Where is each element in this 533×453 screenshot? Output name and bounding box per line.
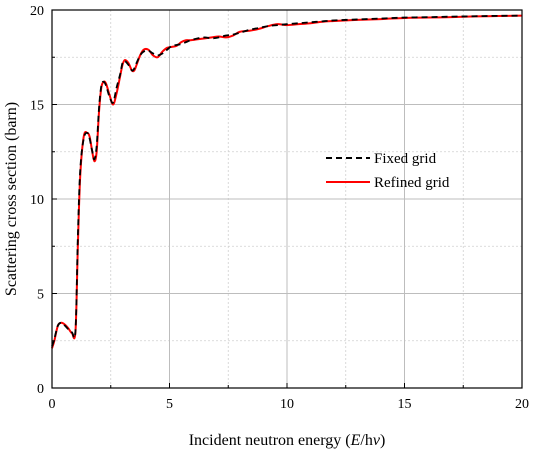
x-tick-label: 20 bbox=[515, 397, 529, 412]
x-axis-title: Incident neutron energy (E/hν) bbox=[189, 432, 386, 449]
x-axis-title-part: Incident neutron energy ( bbox=[189, 432, 351, 449]
y-tick-label: 20 bbox=[30, 4, 44, 19]
x-axis-title-part: ) bbox=[380, 432, 385, 449]
y-tick-label: 15 bbox=[30, 99, 44, 114]
x-tick-label: 0 bbox=[49, 397, 56, 412]
tick-labels: 0 5 10 15 20 0 5 10 15 20 bbox=[30, 4, 529, 412]
major-gridlines bbox=[52, 10, 522, 388]
y-axis-title: Scattering cross section (barn) bbox=[3, 102, 20, 296]
y-tick-label: 10 bbox=[30, 193, 44, 208]
x-tick-label: 10 bbox=[280, 397, 294, 412]
legend: Fixed grid Refined grid bbox=[326, 151, 450, 191]
y-tick-label: 0 bbox=[37, 382, 44, 397]
series-line-fixed-grid bbox=[51, 14, 523, 347]
x-axis-title-part: /h bbox=[360, 432, 372, 449]
x-axis-title-italic-nu: ν bbox=[373, 432, 381, 449]
series-layer bbox=[51, 14, 523, 349]
axis-ticks bbox=[51, 9, 523, 389]
legend-label-refined-grid: Refined grid bbox=[374, 175, 450, 191]
legend-label-fixed-grid: Fixed grid bbox=[374, 151, 437, 167]
x-tick-label: 5 bbox=[166, 397, 173, 412]
x-axis-title-italic-e: E bbox=[350, 432, 361, 449]
x-tick-label: 15 bbox=[398, 397, 412, 412]
y-tick-label: 5 bbox=[37, 288, 44, 303]
